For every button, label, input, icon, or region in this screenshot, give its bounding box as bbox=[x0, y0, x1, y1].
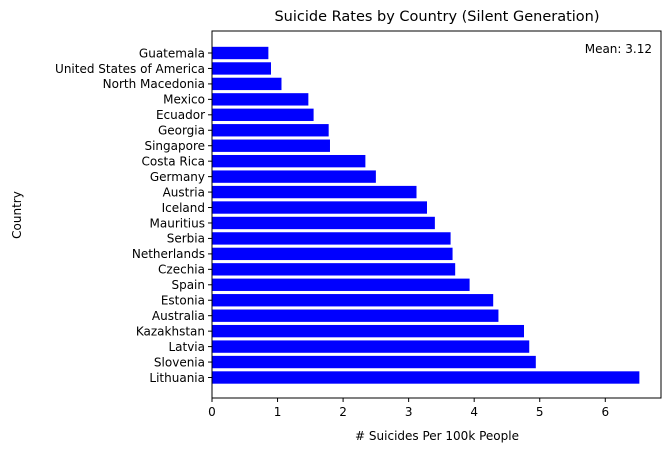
bar-austria bbox=[212, 185, 417, 199]
bar-czechia bbox=[212, 263, 456, 276]
bar-kazakhstan bbox=[212, 324, 525, 338]
bar-estonia bbox=[212, 294, 494, 307]
bar-lithuania bbox=[212, 371, 640, 384]
x-tick-label: 1 bbox=[274, 405, 282, 419]
x-axis-title: # Suicides Per 100k People bbox=[355, 429, 519, 443]
x-tick-label: 3 bbox=[405, 405, 413, 419]
mean-annotation: Mean: 3.12 bbox=[585, 42, 652, 56]
bar-slovenia bbox=[212, 355, 536, 369]
x-tick-label: 5 bbox=[536, 405, 544, 419]
bar-netherlands bbox=[212, 247, 453, 261]
x-axis-ticks: 0 1 2 3 4 5 6 bbox=[208, 398, 609, 419]
bar-latvia bbox=[212, 340, 530, 353]
y-tick-label: Mexico bbox=[163, 93, 205, 107]
x-tick-label: 6 bbox=[601, 405, 609, 419]
bar-iceland bbox=[212, 201, 427, 214]
y-tick-label: Iceland bbox=[162, 201, 205, 215]
y-tick-label: Ecuador bbox=[156, 108, 205, 122]
y-tick-label: Spain bbox=[171, 278, 205, 292]
bar-australia bbox=[212, 309, 499, 322]
y-tick-label: Serbia bbox=[167, 232, 205, 246]
bar-costa-rica bbox=[212, 154, 366, 168]
y-tick-label: Germany bbox=[150, 170, 205, 184]
y-tick-label: Slovenia bbox=[154, 355, 205, 369]
bar-serbia bbox=[212, 232, 451, 245]
bar-germany bbox=[212, 170, 376, 183]
y-axis-title: Country bbox=[10, 191, 24, 239]
y-tick-label: Latvia bbox=[168, 340, 205, 354]
chart-title: Suicide Rates by Country (Silent Generat… bbox=[274, 9, 599, 25]
bar-ecuador bbox=[212, 108, 314, 121]
x-tick-label: 4 bbox=[470, 405, 478, 419]
bar-georgia bbox=[212, 124, 329, 137]
y-tick-label: Georgia bbox=[158, 124, 205, 138]
bar-mauritius bbox=[212, 216, 435, 230]
y-tick-label: Czechia bbox=[158, 263, 205, 277]
bar-north-macedonia bbox=[212, 77, 282, 91]
plot-frame bbox=[211, 30, 662, 399]
y-tick-label: Estonia bbox=[161, 294, 205, 308]
bar-guatemala bbox=[212, 46, 269, 60]
bar-singapore bbox=[212, 139, 330, 152]
y-tick-label: Costa Rica bbox=[142, 154, 205, 168]
y-tick-label: Singapore bbox=[144, 139, 205, 153]
y-tick-label: Kazakhstan bbox=[136, 324, 205, 338]
y-tick-label: United States of America bbox=[55, 62, 205, 76]
bars-group bbox=[212, 46, 640, 384]
y-tick-label: Austria bbox=[163, 185, 205, 199]
x-tick-label: 0 bbox=[208, 405, 216, 419]
bar-spain bbox=[212, 278, 470, 291]
bar-mexico bbox=[212, 93, 309, 106]
bar-united-states-of-america bbox=[212, 62, 271, 75]
y-tick-label: Lithuania bbox=[149, 371, 205, 385]
y-tick-label: Netherlands bbox=[132, 247, 205, 261]
y-tick-label: Guatemala bbox=[139, 46, 205, 60]
y-tick-label: Mauritius bbox=[150, 216, 205, 230]
x-tick-label: 2 bbox=[339, 405, 347, 419]
y-tick-label: Australia bbox=[152, 309, 205, 323]
y-tick-label: North Macedonia bbox=[103, 77, 205, 91]
